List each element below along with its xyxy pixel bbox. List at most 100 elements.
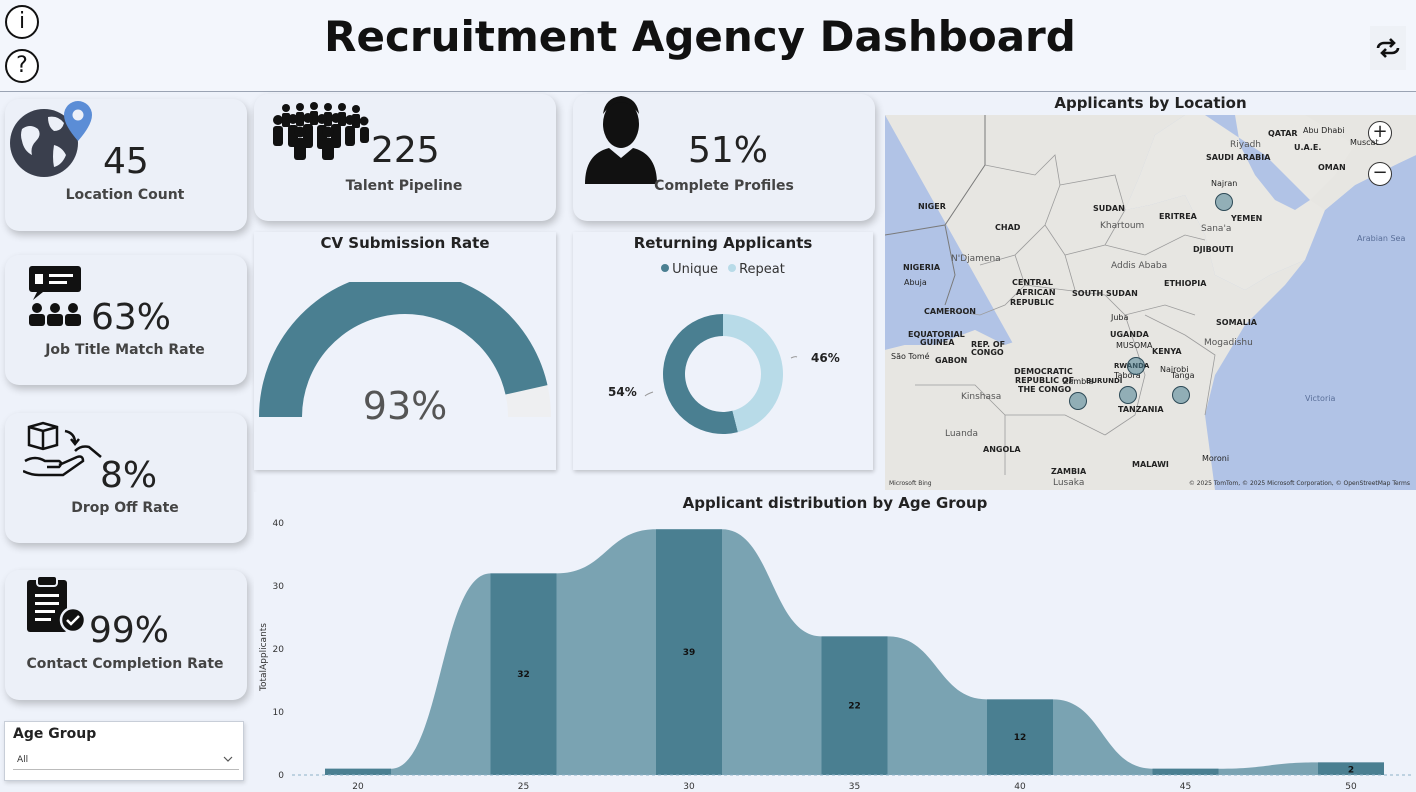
- map-credit: © 2025 TomTom, © 2025 Microsoft Corporat…: [1188, 480, 1410, 487]
- map-label: SUDAN: [1093, 204, 1125, 213]
- map-label: REPUBLIC OF: [1015, 376, 1075, 385]
- location-bubble[interactable]: [1172, 386, 1190, 404]
- x-tick-label: 45: [1180, 782, 1191, 792]
- x-tick-label: 20: [352, 782, 364, 792]
- map-label: TANZANIA: [1118, 405, 1164, 414]
- donut-label-repeat: 46%: [811, 351, 840, 365]
- y-tick-label: 10: [273, 708, 285, 718]
- map-label: São Tomé: [891, 352, 930, 361]
- slicer-title: Age Group: [13, 726, 97, 742]
- age-bar-40: [987, 699, 1053, 775]
- age-bar-30: [656, 529, 722, 775]
- map-label: BURUNDI: [1086, 377, 1123, 385]
- kpi-card-drop-off[interactable]: 8% Drop Off Rate: [5, 413, 247, 543]
- map-label: DEMOCRATIC: [1014, 367, 1073, 376]
- map-label: THE CONGO: [1018, 385, 1072, 394]
- location-bubble[interactable]: [1119, 386, 1137, 404]
- map-label: Abuja: [904, 278, 927, 287]
- map-label: Abu Dhabi: [1303, 126, 1345, 135]
- kpi-card-talent-pipeline[interactable]: 225 Talent Pipeline: [254, 94, 556, 221]
- info-button[interactable]: i: [5, 5, 39, 39]
- age-chart-svg: 32 39 22 12 2 0 10 20 30 40 20 25 30 35 40 45 50: [273, 519, 1414, 792]
- age-bar-label-35: 22: [848, 702, 861, 712]
- y-axis-title: TotalApplicants: [259, 623, 269, 691]
- zoom-out-button[interactable]: −: [1368, 162, 1392, 186]
- kpi-card-job-title-match[interactable]: 63% Job Title Match Rate: [5, 255, 247, 385]
- map-label: OMAN: [1318, 163, 1346, 172]
- legend-label-unique[interactable]: Unique: [672, 262, 718, 277]
- bing-logo: Microsoft Bing: [889, 480, 932, 487]
- legend-label-repeat[interactable]: Repeat: [739, 262, 785, 277]
- complete-profiles-label: Complete Profiles: [654, 178, 794, 194]
- complete-profiles-value: 51%: [688, 130, 769, 171]
- age-bar-label-30: 39: [683, 648, 696, 658]
- map-label: N'Djamena: [951, 254, 1001, 264]
- location-bubble[interactable]: [1215, 193, 1233, 211]
- chevron-down-icon: [223, 756, 233, 762]
- kpi-card-location-count[interactable]: 45 Location Count: [5, 99, 247, 231]
- job-title-match-label: Job Title Match Rate: [45, 342, 205, 358]
- repeat-leader-line: [790, 356, 798, 359]
- age-group-dropdown[interactable]: All: [13, 750, 239, 770]
- applicants-map[interactable]: + − QATAR Abu Dhabi U.A.E. Muscat Riyadh…: [885, 115, 1416, 490]
- crowd-icon: [273, 102, 369, 160]
- person-icon: [585, 96, 657, 184]
- map-label: QATAR: [1268, 129, 1298, 138]
- job-title-match-value: 63%: [91, 297, 172, 338]
- donut-slice-unique: [663, 314, 738, 434]
- returning-applicants-chart[interactable]: Returning Applicants Unique Repeat 46% 5…: [573, 232, 873, 470]
- donut-legend: Unique Repeat: [573, 262, 873, 277]
- location-count-value: 45: [103, 141, 149, 182]
- gauge-value: 93%: [362, 384, 448, 428]
- location-bubble[interactable]: [1069, 392, 1087, 410]
- reset-icon: [1376, 38, 1400, 58]
- map-label: SOUTH SUDAN: [1072, 289, 1138, 298]
- map-label: CHAD: [995, 223, 1021, 232]
- donut-title: Returning Applicants: [633, 234, 813, 252]
- gauge-chart: [259, 282, 551, 417]
- location-bubble[interactable]: [1127, 357, 1145, 375]
- y-tick-label: 40: [273, 519, 285, 529]
- kpi-card-contact-completion[interactable]: 99% Contact Completion Rate: [5, 570, 247, 700]
- map-label: EQUATORIAL: [908, 330, 965, 339]
- team-chat-icon: [29, 266, 81, 326]
- map-label: Moroni: [1202, 454, 1230, 463]
- x-tick-label: 30: [683, 782, 695, 792]
- y-tick-label: 20: [273, 645, 285, 655]
- drop-off-label: Drop Off Rate: [71, 500, 179, 516]
- location-count-label: Location Count: [65, 187, 185, 203]
- reset-button[interactable]: [1370, 26, 1406, 70]
- help-button[interactable]: ?: [5, 49, 39, 83]
- contact-completion-value: 99%: [89, 610, 170, 651]
- map-label: CONGO: [971, 348, 1004, 357]
- map-label: Mogadishu: [1204, 338, 1253, 348]
- map-label: AFRICAN: [1016, 288, 1056, 297]
- map-label: Riyadh: [1230, 140, 1262, 150]
- map-label: Nairobi: [1160, 365, 1189, 374]
- map-label: UGANDA: [1110, 330, 1149, 339]
- x-tick-label: 40: [1014, 782, 1026, 792]
- map-label: Khartoum: [1100, 221, 1145, 231]
- map-label: YEMEN: [1231, 214, 1263, 223]
- age-bar-35: [821, 636, 888, 775]
- map-label: REP. OF: [971, 340, 1006, 349]
- map-label: SOMALIA: [1216, 318, 1257, 327]
- age-axis-layer: 0 10 20 30 40 20 25 30 35 40 45 50: [273, 519, 1414, 792]
- map-label: DJIBOUTI: [1193, 245, 1234, 254]
- age-bar-25: [490, 573, 557, 775]
- kpi-card-complete-profiles[interactable]: 51% Complete Profiles: [573, 94, 875, 221]
- header-bar: i ? Recruitment Agency Dashboard: [0, 0, 1416, 92]
- map-label: NIGER: [918, 202, 946, 211]
- map-label: GABON: [935, 356, 968, 365]
- map-label: Kinshasa: [961, 392, 1002, 402]
- age-group-slicer[interactable]: Age Group All: [4, 721, 244, 781]
- map-label: Lusaka: [1053, 478, 1085, 488]
- hand-box-icon: [23, 421, 102, 477]
- age-chart-title: Applicant distribution by Age Group: [682, 494, 988, 512]
- map-label: ZAMBIA: [1051, 467, 1087, 476]
- donut-slice-repeat: [723, 314, 784, 433]
- cv-submission-gauge[interactable]: CV Submission Rate 93%: [254, 232, 556, 470]
- zoom-in-button[interactable]: +: [1368, 121, 1392, 145]
- gauge-fill: [259, 282, 548, 417]
- age-distribution-chart[interactable]: Applicant distribution by Age Group 32 39…: [254, 492, 1416, 792]
